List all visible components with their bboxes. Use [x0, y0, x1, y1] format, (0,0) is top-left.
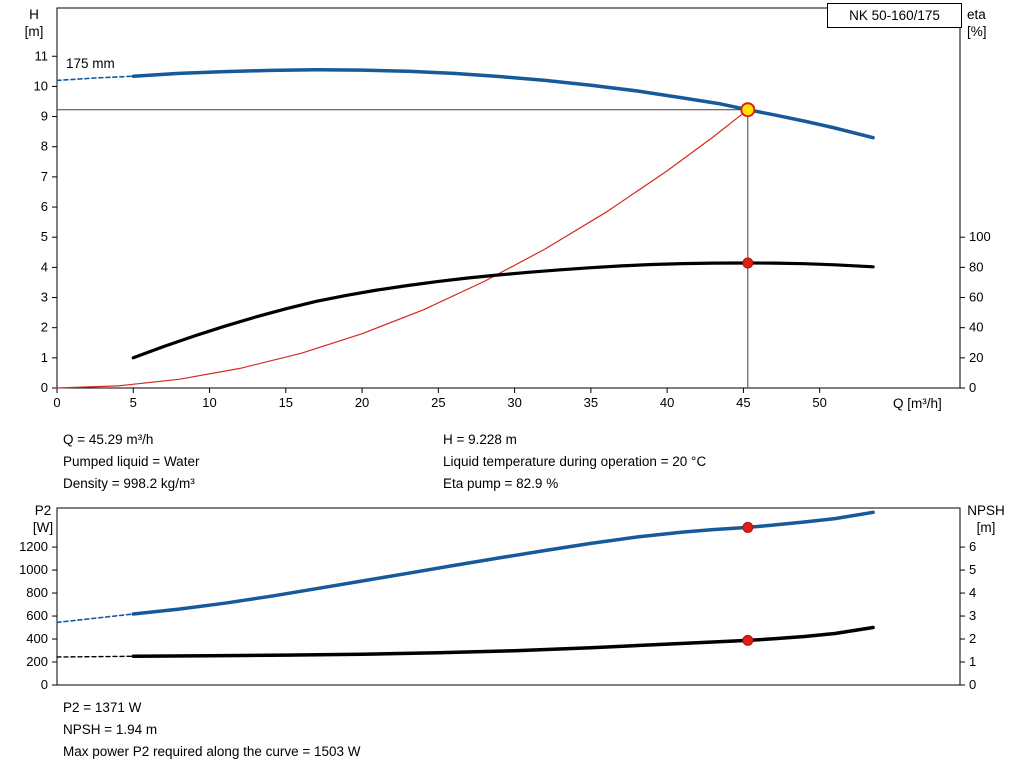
left-tick-label: 1	[41, 350, 48, 365]
eta-axis-unit: [%]	[967, 24, 987, 39]
result-npsh: NPSH = 1.94 m	[63, 722, 158, 737]
x-tick-label: 15	[279, 395, 293, 410]
x-tick-label: 30	[507, 395, 521, 410]
results-top-left: Q = 45.29 m³/h Pumped liquid = Water Den…	[63, 429, 199, 495]
result-eta-pump: Eta pump = 82.9 %	[443, 476, 559, 491]
right-tick-label: 1	[969, 654, 976, 669]
left-tick-label: 3	[41, 290, 48, 305]
series-system-curve	[56, 109, 749, 389]
p2-axis-label: P2 [W]	[24, 502, 62, 536]
right-tick-label: 0	[969, 380, 976, 395]
left-tick-label: 400	[26, 631, 48, 646]
results-bottom: P2 = 1371 W NPSH = 1.94 m Max power P2 r…	[63, 697, 361, 763]
left-tick-label: 4	[41, 259, 48, 274]
left-tick-label: 8	[41, 139, 48, 154]
series-npsh-curve	[131, 625, 875, 659]
left-tick-label: 6	[41, 199, 48, 214]
npsh-axis-label: NPSH [m]	[962, 502, 1010, 536]
plot-frame-power-npsh	[56, 507, 961, 686]
right-tick-label: 100	[969, 229, 991, 244]
series-npsh-curve-dashed	[56, 655, 134, 658]
left-tick-label: 1200	[19, 539, 48, 554]
q-axis-label: Q [m³/h]	[893, 396, 942, 411]
right-tick-label: 0	[969, 677, 976, 692]
left-tick-label: 11	[35, 48, 49, 63]
left-tick-label: 800	[26, 585, 48, 600]
left-tick-label: 10	[34, 78, 48, 93]
right-tick-label: 20	[969, 350, 983, 365]
right-tick-label: 80	[969, 259, 983, 274]
left-tick-label: 200	[26, 654, 48, 669]
x-tick-label: 10	[202, 395, 216, 410]
right-tick-label: 4	[969, 585, 976, 600]
left-tick-label: 5	[41, 229, 48, 244]
result-max-power: Max power P2 required along the curve = …	[63, 744, 361, 759]
series-p2-curve	[131, 510, 875, 616]
right-tick-label: 6	[969, 539, 976, 554]
plot-frame-head-efficiency	[56, 7, 961, 389]
x-tick-label: 20	[355, 395, 369, 410]
x-tick-label: 5	[130, 395, 137, 410]
series-efficiency-curve	[131, 261, 875, 360]
right-tick-label: 60	[969, 290, 983, 305]
h-axis-label: H [m]	[17, 6, 51, 40]
duty-point-head	[740, 102, 756, 118]
impeller-diameter-label: 175 mm	[66, 56, 115, 71]
eta-axis-name: eta	[967, 7, 986, 22]
series-p2-curve-dashed	[56, 613, 135, 624]
right-tick-label: 2	[969, 631, 976, 646]
left-tick-label: 0	[41, 677, 48, 692]
duty-point-efficiency	[742, 257, 754, 269]
left-tick-label: 0	[41, 380, 48, 395]
p2-axis-name: P2	[34, 503, 52, 518]
right-tick-label: 5	[969, 562, 976, 577]
x-tick-label: 50	[812, 395, 826, 410]
duty-point-npsh	[742, 634, 754, 646]
x-tick-label: 35	[584, 395, 598, 410]
x-tick-label: 40	[660, 395, 674, 410]
result-p2: P2 = 1371 W	[63, 700, 142, 715]
right-tick-label: 40	[969, 320, 983, 335]
right-tick-label: 3	[969, 608, 976, 623]
left-tick-label: 2	[41, 320, 48, 335]
left-tick-label: 7	[41, 169, 48, 184]
result-pumped-liquid: Pumped liquid = Water	[63, 454, 200, 469]
pump-model-label: NK 50-160/175	[849, 8, 940, 23]
left-tick-label: 1000	[19, 562, 48, 577]
h-axis-unit: [m]	[24, 24, 44, 39]
npsh-axis-name: NPSH	[967, 503, 1005, 518]
x-tick-label: 0	[53, 395, 60, 410]
result-h: H = 9.228 m	[443, 432, 517, 447]
npsh-axis-unit: [m]	[976, 520, 996, 535]
result-liquid-temperature: Liquid temperature during operation = 20…	[443, 454, 707, 469]
x-tick-label: 25	[431, 395, 445, 410]
eta-axis-label: eta [%]	[967, 6, 987, 40]
left-tick-label: 600	[26, 608, 48, 623]
series-head-curve-175mm	[131, 68, 875, 140]
result-q: Q = 45.29 m³/h	[63, 432, 154, 447]
result-density: Density = 998.2 kg/m³	[63, 476, 195, 491]
left-tick-label: 9	[41, 109, 48, 124]
p2-axis-unit: [W]	[32, 520, 54, 535]
series-head-curve-dashed	[56, 75, 135, 82]
h-axis-name: H	[29, 7, 39, 22]
pump-model-box: NK 50-160/175	[827, 3, 962, 28]
x-tick-label: 45	[736, 395, 750, 410]
duty-point-p2	[742, 521, 754, 533]
results-top-right: H = 9.228 m Liquid temperature during op…	[443, 429, 706, 495]
